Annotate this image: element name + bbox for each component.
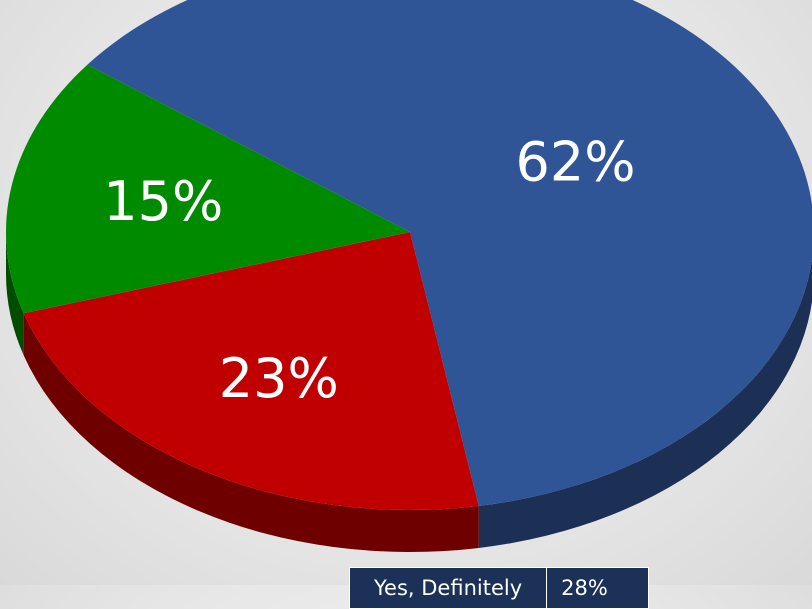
- legend-row: Yes, Definitely 28%: [348, 567, 649, 609]
- pie-chart: 62% 23% 15%: [6, 0, 812, 553]
- slice-15-label: 15%: [103, 170, 223, 233]
- slice-15-top: [6, 64, 410, 314]
- slice-23-label: 23%: [219, 347, 339, 410]
- legend-row-value: 28%: [546, 567, 649, 609]
- pie-labels: 62% 23% 15%: [103, 130, 635, 409]
- legend-row-label: Yes, Definitely: [348, 567, 548, 609]
- slice-23-side: [23, 313, 479, 553]
- slice-23-top: [23, 232, 479, 510]
- slice-62-label: 62%: [516, 130, 636, 193]
- legend-table: Yes, Definitely 28%: [348, 567, 649, 609]
- slice-62-side: [478, 259, 812, 548]
- slice-15-side: [6, 232, 24, 356]
- slice-62-top: [87, 0, 812, 506]
- pie-tops: [6, 0, 812, 510]
- pie-sides: [6, 232, 812, 553]
